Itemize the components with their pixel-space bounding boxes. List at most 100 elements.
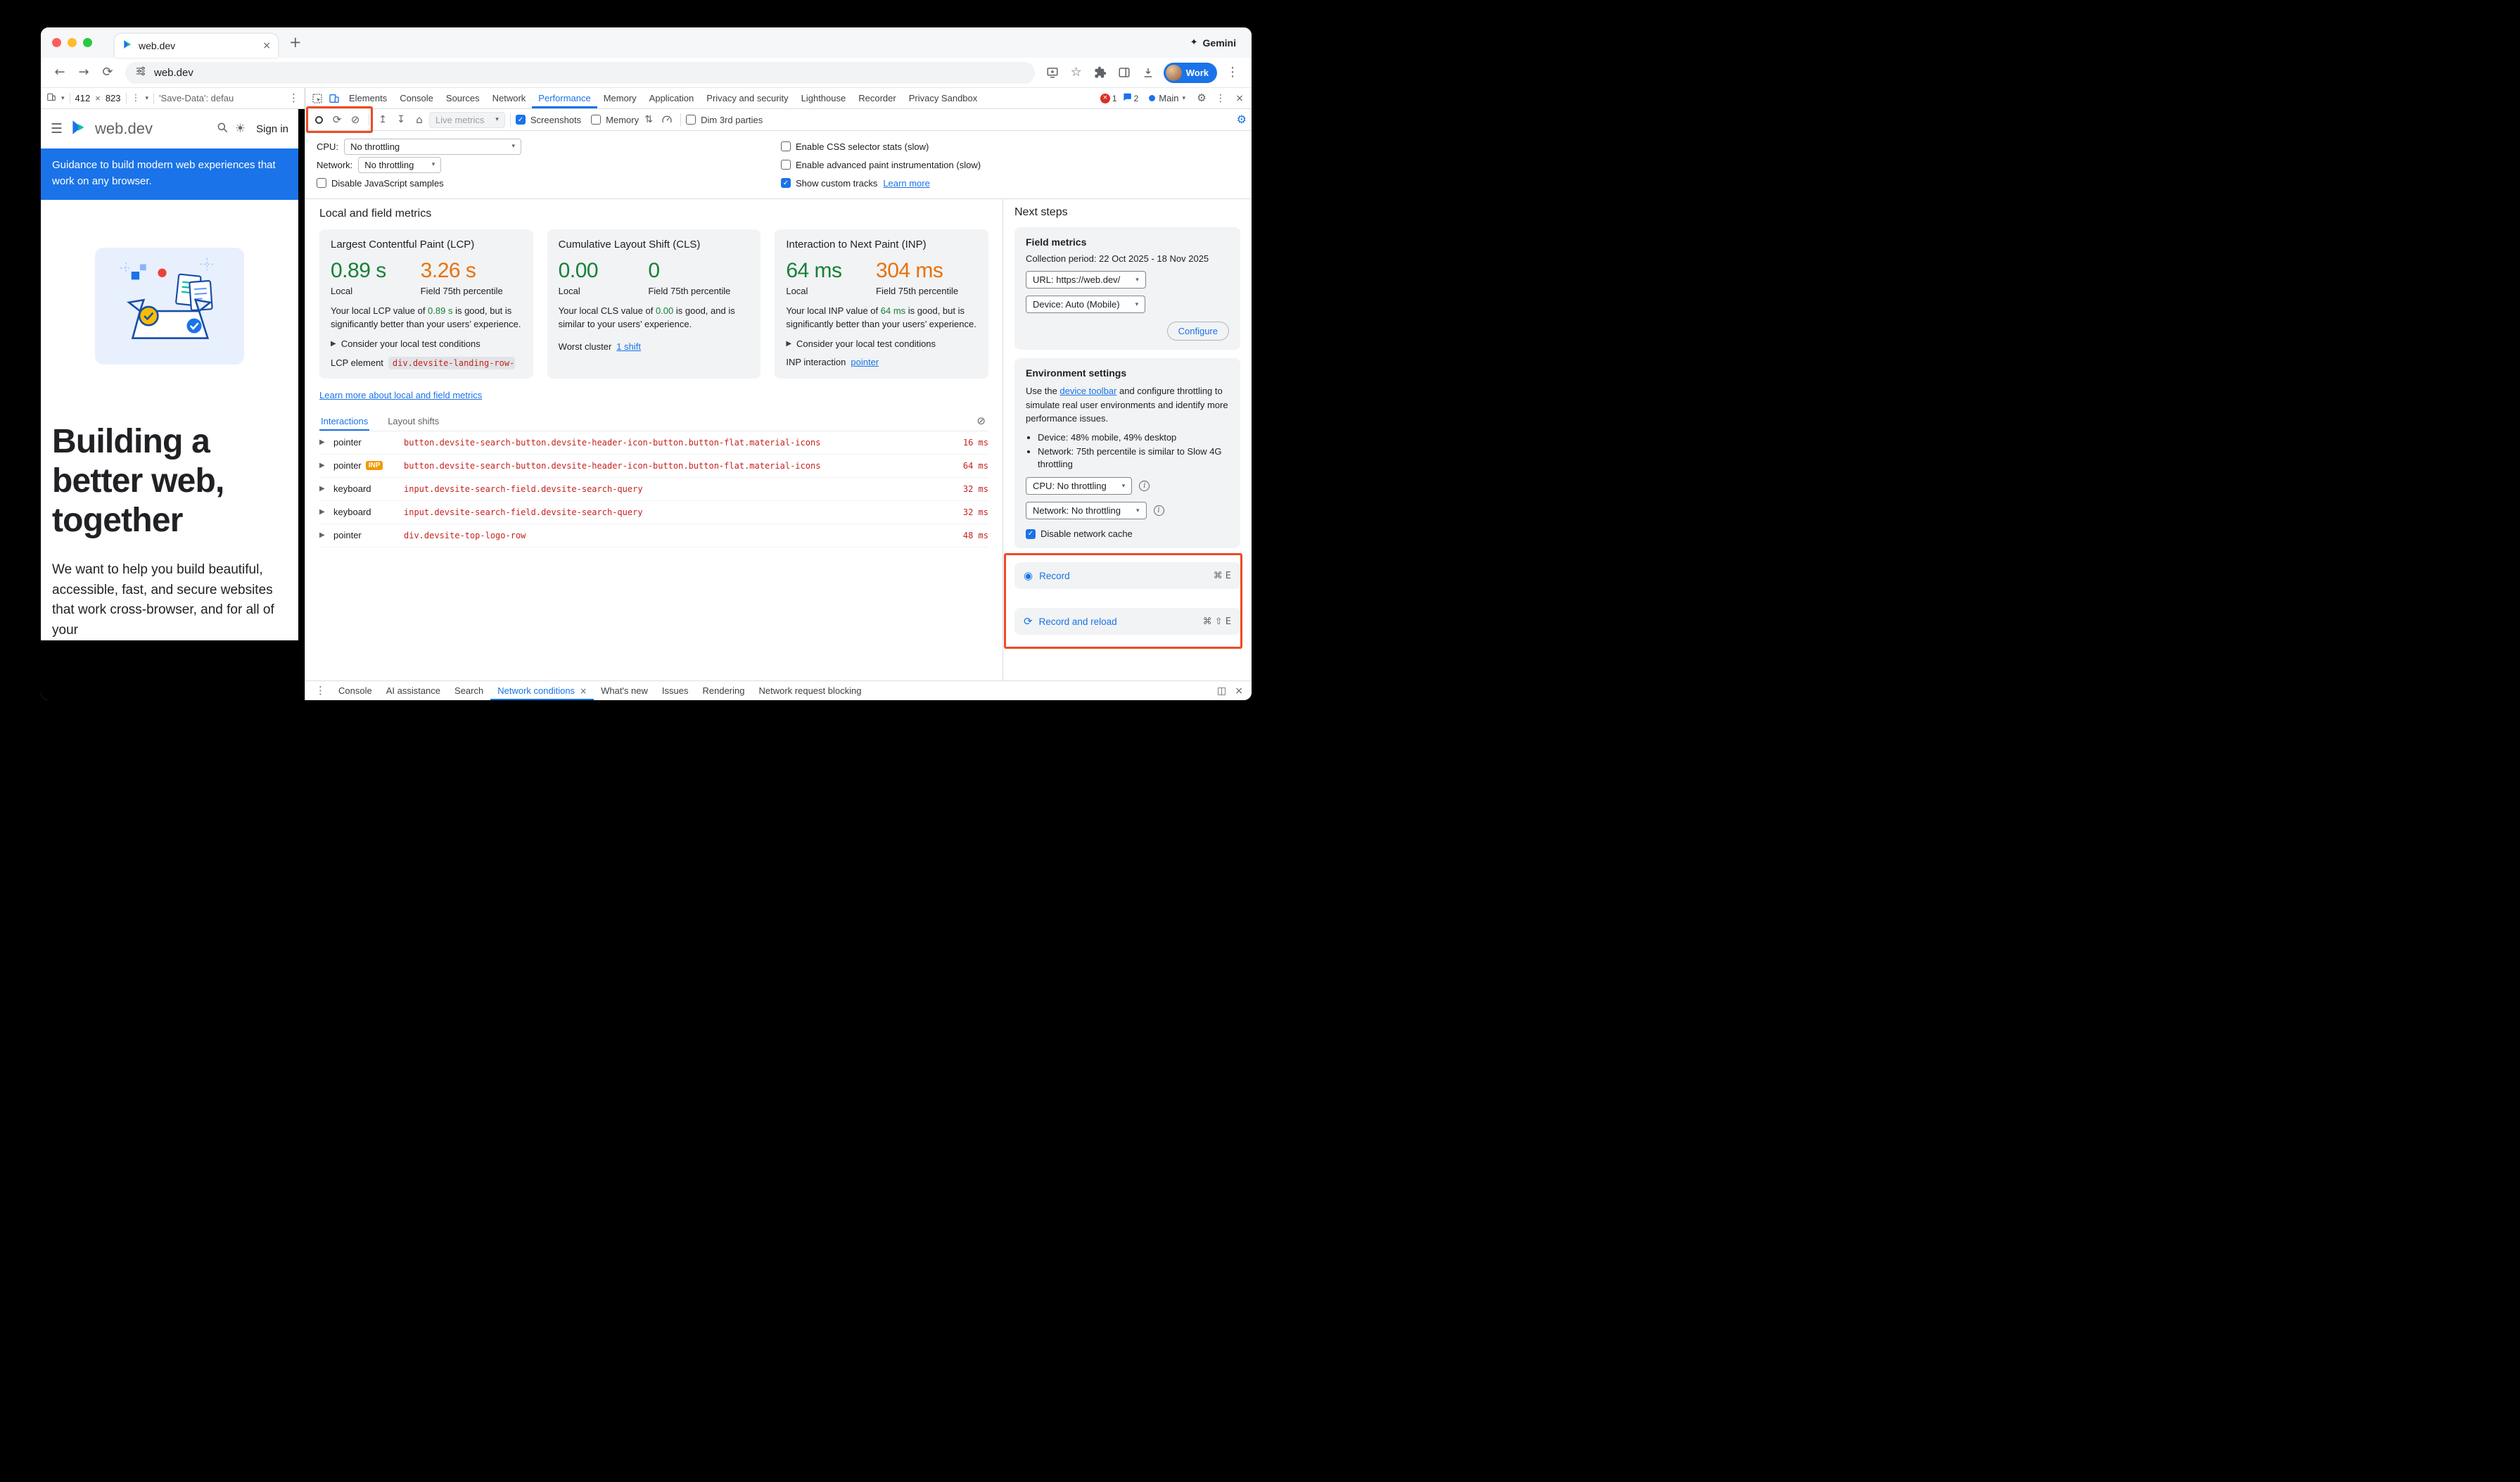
tab-close-icon[interactable]: × [262, 40, 271, 51]
record-and-reload-button[interactable]: ⟳ Record and reload ⌘ ⇧ E [1014, 608, 1240, 635]
interaction-target[interactable]: button.devsite-search-button.devsite-hea… [404, 460, 821, 471]
live-metrics-home-icon[interactable]: ⌂ [416, 113, 423, 126]
drawer-layout-icon[interactable]: ◫ [1217, 685, 1227, 697]
device-height-input[interactable]: 823 [105, 93, 121, 103]
css-selector-stats-checkbox[interactable] [781, 141, 791, 151]
record-icon[interactable] [310, 111, 327, 128]
row-expand-icon[interactable]: ▶ [319, 531, 325, 540]
zoom-caret-icon[interactable]: ▾ [145, 94, 149, 102]
new-tab-button[interactable]: + [289, 34, 302, 51]
tab-memory[interactable]: Memory [603, 93, 637, 103]
drawer-menu-icon[interactable]: ⋮ [315, 684, 326, 697]
devtools-settings-icon[interactable]: ⚙ [1197, 91, 1207, 104]
disable-js-samples-checkbox[interactable] [317, 178, 326, 188]
inp-test-conditions-expander[interactable]: ▶ Consider your local test conditions [786, 338, 977, 349]
screenshots-checkbox-row[interactable]: ✓ Screenshots [515, 115, 581, 125]
site-settings-icon[interactable] [135, 65, 146, 80]
env-network-select[interactable]: Network: No throttling ▾ [1026, 502, 1147, 520]
cls-worst-cluster-link[interactable]: 1 shift [616, 341, 641, 352]
reload-button[interactable]: ⟳ [102, 65, 113, 80]
configure-button[interactable]: Configure [1166, 322, 1229, 341]
inp-interaction-link[interactable]: pointer [851, 356, 879, 367]
load-profile-icon[interactable]: ↥ [378, 114, 387, 125]
tab-layout-shifts[interactable]: Layout shifts [388, 415, 440, 426]
tab-interactions[interactable]: Interactions [319, 412, 369, 431]
search-icon[interactable] [216, 121, 229, 137]
paint-instrumentation-row[interactable]: Enable advanced paint instrumentation (s… [781, 160, 981, 170]
clear-icon[interactable]: ⊘ [350, 113, 360, 126]
save-data-dropdown[interactable]: 'Save-Data': defau [159, 93, 234, 103]
bookmark-star-icon[interactable]: ☆ [1070, 65, 1082, 80]
theme-toggle-icon[interactable]: ☀ [234, 121, 246, 136]
device-toolbar-menu-icon[interactable]: ⋮ [288, 91, 299, 104]
device-dropdown-caret-icon[interactable]: ▾ [61, 94, 65, 102]
network-info-icon[interactable]: i [1153, 505, 1164, 517]
paint-instrumentation-checkbox[interactable] [781, 160, 791, 170]
row-expand-icon[interactable]: ▶ [319, 485, 325, 493]
webdev-logo-text[interactable]: web.dev [95, 120, 153, 137]
env-cpu-select[interactable]: CPU: No throttling ▾ [1026, 477, 1133, 495]
webdev-logo-icon[interactable] [69, 118, 87, 140]
memory-checkbox-row[interactable]: Memory [591, 115, 639, 125]
issues-badge-icon[interactable] [1122, 92, 1132, 104]
row-expand-icon[interactable]: ▶ [319, 508, 325, 517]
cpu-gauge-icon[interactable] [658, 111, 675, 128]
error-badge-icon[interactable]: × [1100, 93, 1110, 103]
device-toolbar-link[interactable]: device toolbar [1059, 386, 1117, 396]
cpu-info-icon[interactable]: i [1139, 481, 1150, 492]
disable-js-samples-row[interactable]: Disable JavaScript samples [317, 178, 444, 189]
drawer-tab-rendering[interactable]: Rendering [702, 685, 745, 696]
tab-privacy-security[interactable]: Privacy and security [706, 93, 789, 103]
drawer-tab-search[interactable]: Search [454, 685, 484, 696]
tab-network[interactable]: Network [492, 93, 526, 103]
interaction-row[interactable]: ▶ pointer button.devsite-search-button.d… [319, 431, 988, 455]
drawer-tab-whats-new[interactable]: What's new [601, 685, 648, 696]
interaction-row[interactable]: ▶ keyboard input.devsite-search-field.de… [319, 501, 988, 524]
interaction-row[interactable]: ▶ pointer INP button.devsite-search-butto… [319, 455, 988, 478]
tab-lighthouse[interactable]: Lighthouse [801, 93, 846, 103]
tab-privacy-sandbox[interactable]: Privacy Sandbox [908, 93, 978, 103]
install-icon[interactable] [1041, 61, 1064, 84]
device-width-input[interactable]: 412 [75, 93, 91, 103]
downloads-icon[interactable] [1136, 61, 1160, 84]
interaction-target[interactable]: input.devsite-search-field.devsite-searc… [404, 483, 643, 494]
record-reload-icon[interactable]: ⟳ [332, 113, 342, 126]
css-selector-stats-row[interactable]: Enable CSS selector stats (slow) [781, 141, 929, 152]
device-select[interactable]: Device: Auto (Mobile) ▾ [1026, 296, 1146, 313]
tab-performance[interactable]: Performance [532, 88, 597, 108]
disable-cache-checkbox[interactable]: ✓ [1026, 528, 1036, 539]
devtools-menu-icon[interactable]: ⋮ [1216, 92, 1226, 104]
network-conditions-icon[interactable]: ⇅ [644, 114, 653, 125]
drawer-tab-issues[interactable]: Issues [661, 685, 689, 696]
browser-tab[interactable]: web.dev × [115, 34, 278, 58]
profile-button[interactable]: Work [1163, 62, 1217, 83]
interaction-target[interactable]: input.devsite-search-field.devsite-searc… [404, 507, 643, 517]
capture-settings-icon[interactable]: ⚙ [1236, 113, 1247, 126]
cpu-throttling-select[interactable]: No throttling ▾ [344, 138, 522, 155]
custom-tracks-row[interactable]: ✓ Show custom tracks [781, 178, 877, 189]
lcp-test-conditions-expander[interactable]: ▶ Consider your local test conditions [331, 338, 522, 349]
device-type-icon[interactable] [46, 92, 56, 104]
interaction-row[interactable]: ▶ pointer div.devsite-top-logo-row 48 ms [319, 524, 988, 547]
save-profile-icon[interactable]: ↧ [397, 114, 405, 125]
error-count[interactable]: 1 [1112, 93, 1117, 103]
maximize-window-button[interactable] [83, 38, 92, 47]
dim-3rd-parties-checkbox-row[interactable]: Dim 3rd parties [686, 115, 763, 125]
gemini-badge[interactable]: ✦ Gemini [1190, 37, 1236, 49]
record-button[interactable]: ◉ Record ⌘ E [1014, 562, 1240, 590]
back-button[interactable]: ← [54, 65, 65, 80]
interaction-row[interactable]: ▶ keyboard input.devsite-search-field.de… [319, 478, 988, 501]
drawer-close-icon[interactable]: × [1235, 685, 1243, 697]
drawer-tab-ai-assistance[interactable]: AI assistance [386, 685, 441, 696]
sign-in-link[interactable]: Sign in [256, 122, 288, 135]
context-selector[interactable]: Main ▾ [1149, 93, 1185, 103]
network-throttling-select[interactable]: No throttling ▾ [358, 156, 442, 173]
devtools-close-icon[interactable]: × [1235, 92, 1244, 104]
minimize-window-button[interactable] [68, 38, 77, 47]
tab-sources[interactable]: Sources [445, 93, 480, 103]
zoom-menu-icon[interactable]: ⋮ [131, 93, 141, 103]
learn-more-link[interactable]: Learn more [883, 177, 930, 189]
device-toolbar-toggle-icon[interactable] [326, 90, 343, 107]
url-select[interactable]: URL: https://web.dev/ ▾ [1026, 271, 1146, 289]
row-expand-icon[interactable]: ▶ [319, 462, 325, 470]
